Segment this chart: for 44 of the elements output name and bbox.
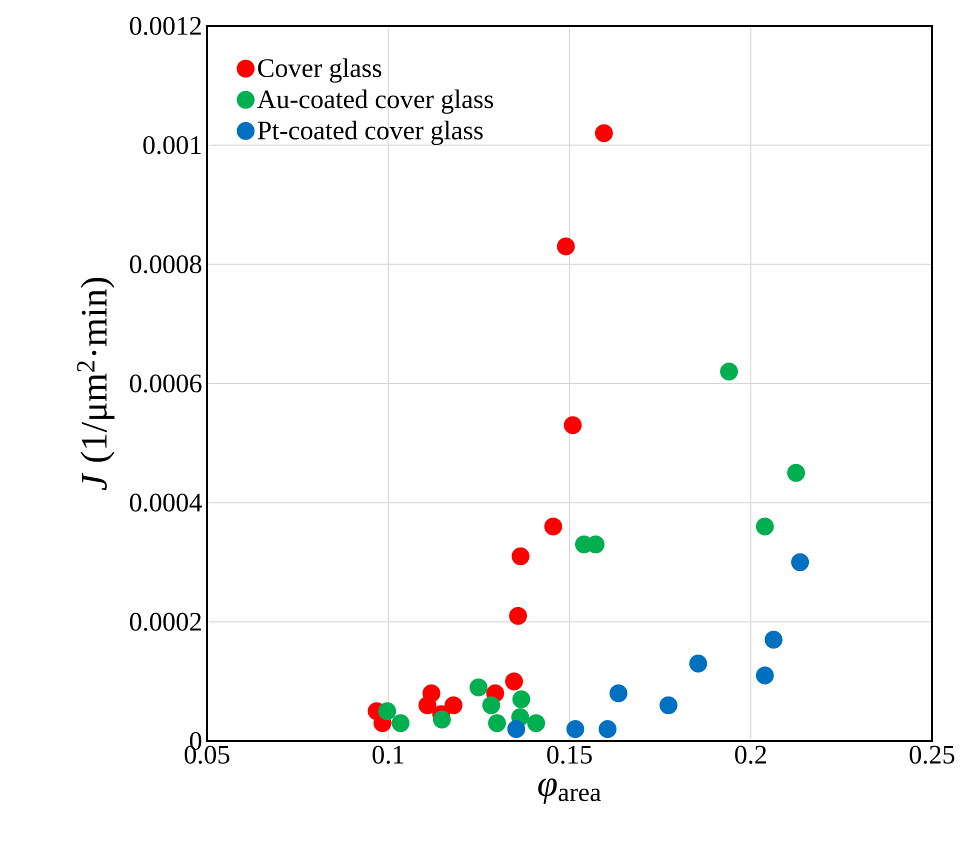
point [544,518,562,536]
y-axis-title: J (1/μm$^{2}$·min) [77,278,114,490]
point [482,696,500,714]
y-tick-label: 0.0012 [130,16,201,36]
point [444,696,462,714]
point [418,696,436,714]
point [470,678,488,696]
legend-label: Au-coated cover glass [257,90,494,114]
point [507,720,526,738]
point [720,362,738,381]
legend-label: Pt-coated cover glass [258,120,483,145]
point [595,124,613,142]
point [689,654,708,672]
x-tick-label: 0.15 [547,746,592,764]
y-tick-label: 0.0002 [130,612,201,631]
y-tick-label: 0.0008 [130,255,202,274]
point [756,518,774,536]
x-axis-title: φ$_{area}$ [538,778,601,804]
point [610,684,628,702]
point [512,690,530,708]
x-tick-label: 0.25 [910,746,954,764]
point [564,416,582,434]
y-tick-label: 0.0004 [130,494,202,512]
y-tick-label: 0.001 [143,136,201,154]
point [392,714,410,732]
point [598,720,617,738]
point [509,606,527,625]
x-tick-label: 0.2 [735,746,766,764]
point [791,553,809,572]
y-tick-label: 0.0006 [130,374,202,393]
point [432,710,451,728]
x-tick-label: 0.1 [372,746,404,764]
point [512,547,530,566]
point [378,702,396,720]
point [527,714,546,732]
point [488,714,506,732]
point [756,666,774,684]
point [660,696,678,714]
point [764,630,783,649]
point [505,672,523,690]
point [787,464,806,482]
point [566,720,584,738]
point [556,238,575,256]
legend-label: Cover glass [258,58,382,83]
